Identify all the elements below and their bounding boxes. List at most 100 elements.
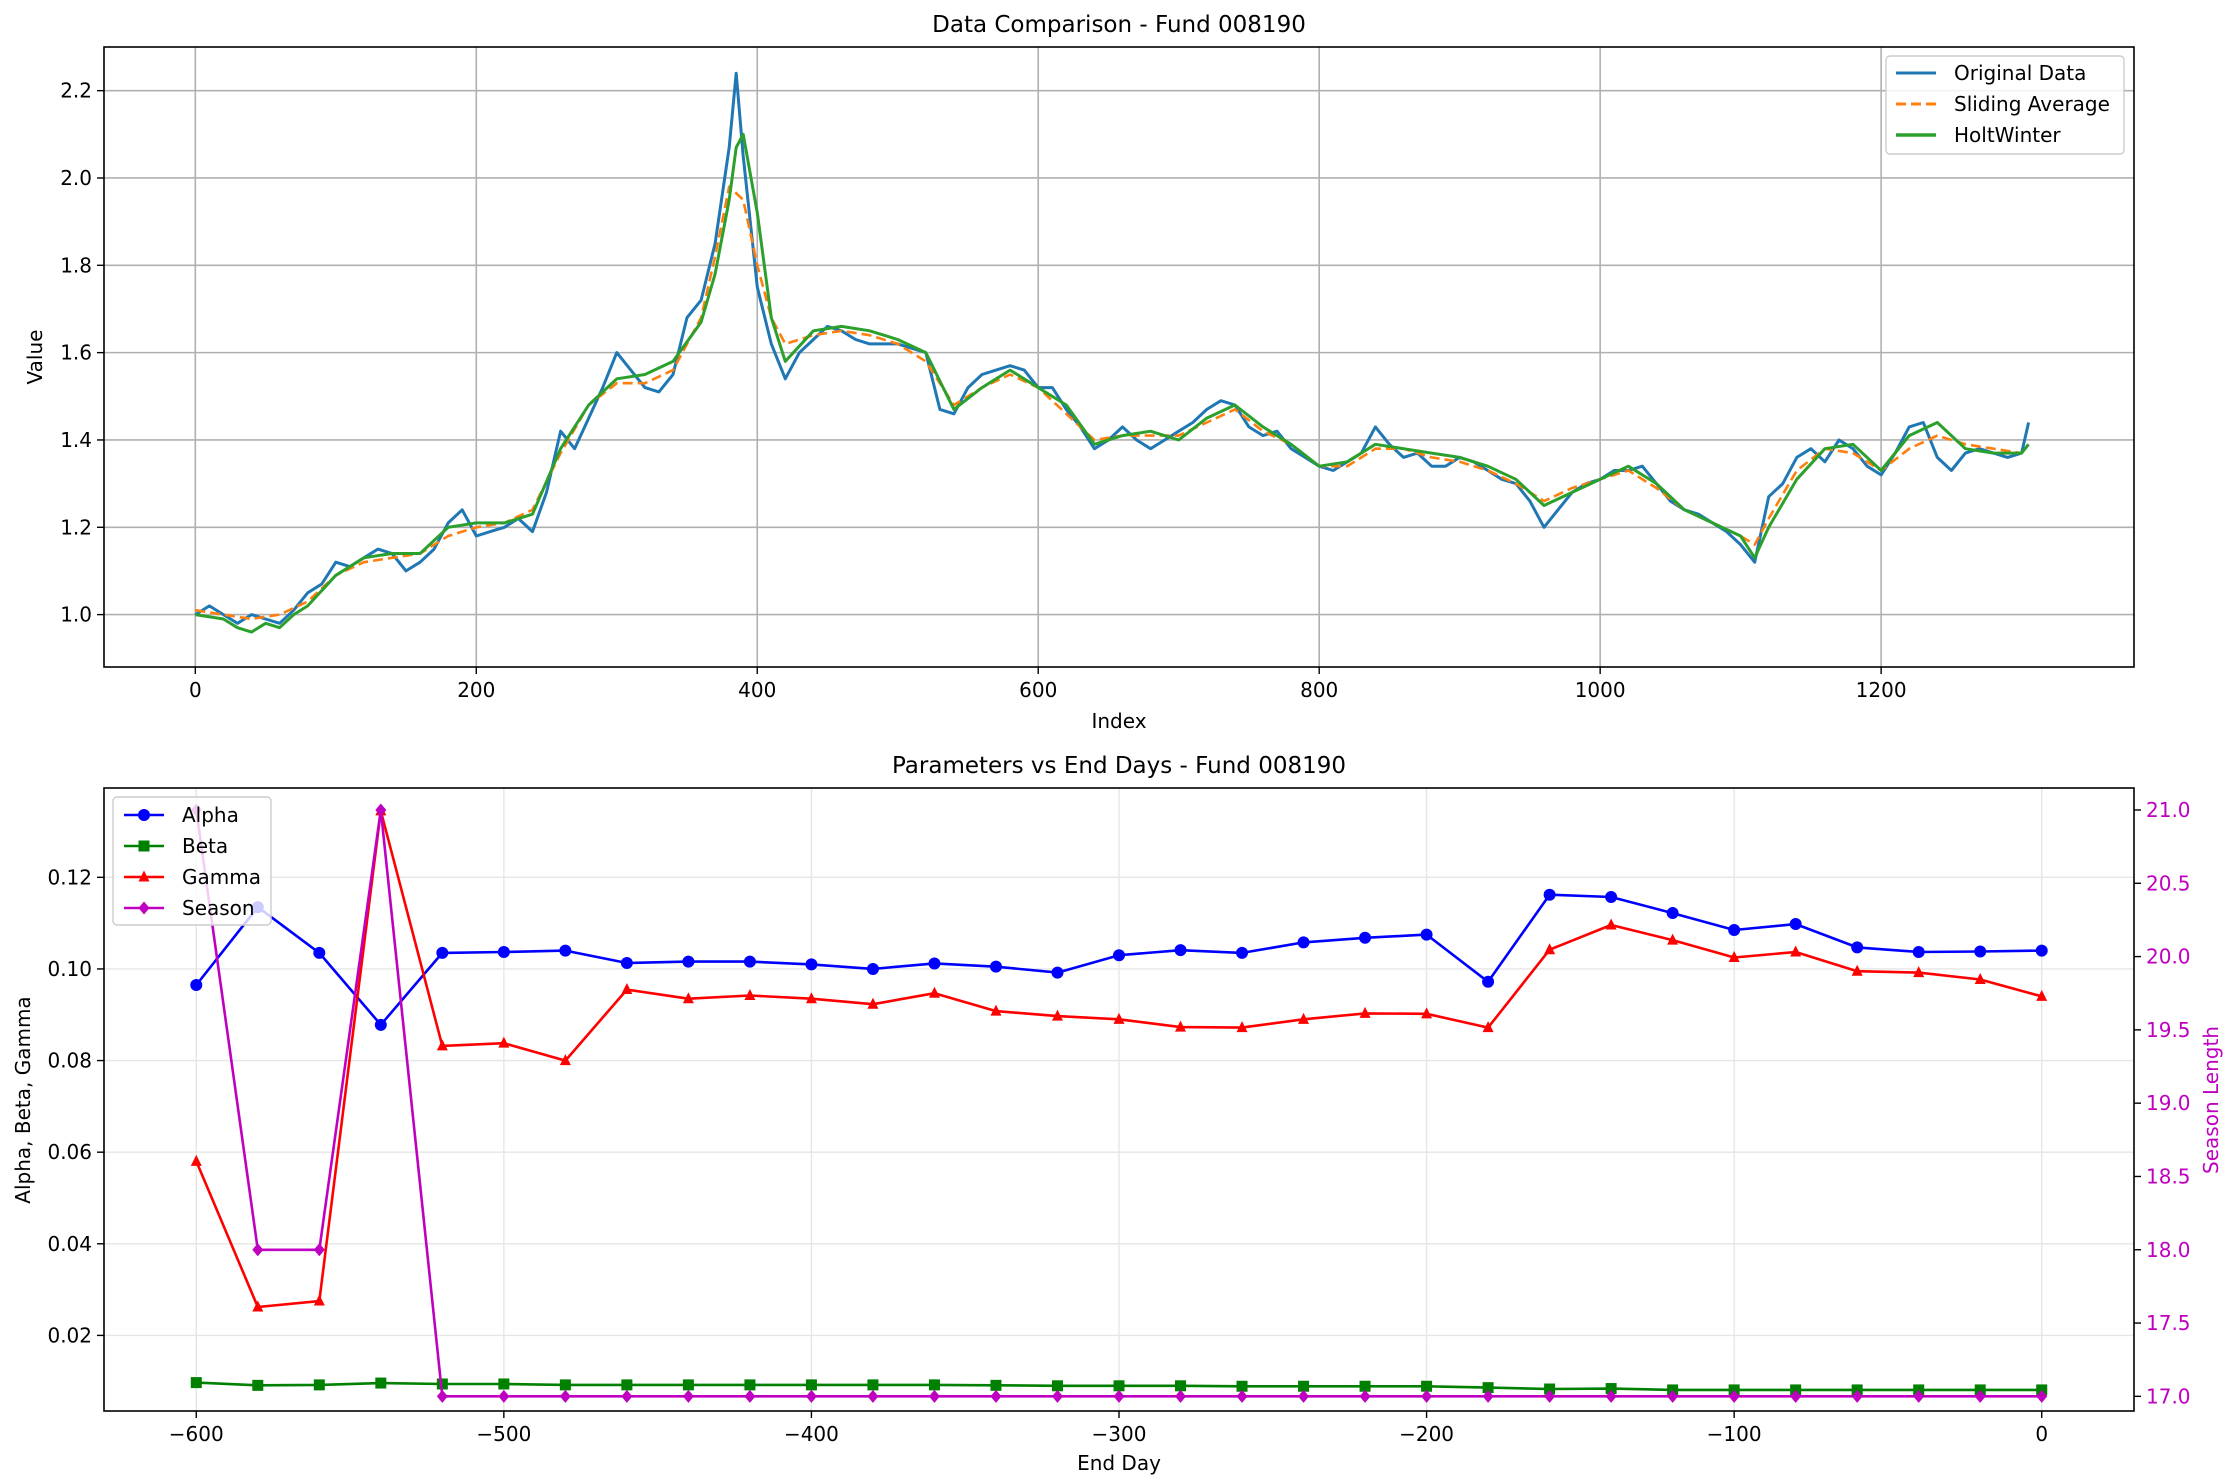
bottom-y2-tick-label: 21.0 — [2146, 798, 2191, 822]
series-point-alpha — [1113, 949, 1125, 962]
bottom-y-tick-label: 0.08 — [47, 1049, 92, 1073]
series-point-alpha — [1789, 918, 1802, 931]
bottom-x-tick-label: −400 — [784, 1422, 839, 1446]
series-point-gamma — [744, 989, 756, 1001]
bottom-y2-tick-label: 19.0 — [2146, 1091, 2191, 1115]
series-point-season — [1667, 1389, 1679, 1403]
top-legend-box — [1885, 55, 2125, 155]
series-point-beta — [928, 1379, 940, 1391]
bottom-y2-tick-label: 19.5 — [2146, 1018, 2191, 1042]
series-point-season — [1790, 1389, 1802, 1403]
top-y-tick-label: 1.8 — [60, 253, 92, 277]
top-x-axis: 0 200 400 600 800 1000 1200 — [189, 667, 1907, 702]
series-point-gamma — [1236, 1021, 1248, 1033]
series-point-season — [1728, 1389, 1740, 1403]
series-point-beta — [682, 1379, 694, 1391]
series-point-gamma — [1421, 1007, 1433, 1019]
series-point-gamma — [252, 1300, 264, 1312]
series-point-gamma — [867, 997, 879, 1009]
legend-label-sliding-average: Sliding Average — [1954, 92, 2110, 116]
series-point-gamma — [1298, 1012, 1310, 1024]
series-point-gamma — [1974, 972, 1986, 984]
series-point-beta — [313, 1379, 325, 1391]
series-point-alpha — [928, 957, 941, 970]
top-x-tick-label: 1000 — [1575, 678, 1626, 702]
series-point-season — [1544, 1389, 1556, 1403]
top-x-tick-label: 800 — [1300, 678, 1338, 702]
series-point-alpha — [743, 955, 756, 968]
bottom-y-tick-label: 0.10 — [47, 957, 92, 981]
series-point-season — [805, 1389, 817, 1403]
series-point-season — [1421, 1389, 1433, 1403]
series-point-gamma — [1482, 1021, 1494, 1033]
series-point-alpha — [1174, 944, 1187, 957]
bottom-y-tick-label: 0.02 — [47, 1323, 92, 1347]
series-point-gamma — [1359, 1006, 1371, 1018]
bottom-x-tick-label: −600 — [169, 1422, 224, 1446]
series-point-gamma — [1051, 1009, 1063, 1021]
series-point-gamma — [621, 983, 633, 995]
series-point-beta — [744, 1379, 756, 1391]
series-point-beta — [867, 1379, 879, 1391]
bottom-y2-tick-label: 20.5 — [2146, 871, 2191, 895]
series-point-gamma — [1175, 1020, 1187, 1032]
series-point-beta — [805, 1379, 817, 1391]
series-point-alpha — [1359, 931, 1372, 944]
series-point-season — [682, 1389, 694, 1403]
legend-marker-season — [138, 901, 150, 915]
top-chart-title: Data Comparison - Fund 008190 — [932, 12, 1306, 38]
series-point-season — [928, 1389, 940, 1403]
series-point-alpha — [497, 945, 510, 958]
series-point-alpha — [1420, 928, 1433, 941]
legend-marker-alpha — [138, 809, 150, 821]
bottom-x-tick-label: 0 — [2035, 1422, 2048, 1446]
series-point-gamma — [1790, 945, 1802, 957]
top-y-tick-label: 1.4 — [60, 428, 92, 452]
series-point-season — [867, 1389, 879, 1403]
series-point-season — [313, 1243, 325, 1257]
bottom-x-axis: −600 −500 −400 −300 −200 −100 0 — [169, 1411, 2048, 1446]
bottom-y2-axis-label: Season Length — [2199, 1026, 2223, 1174]
series-point-alpha — [436, 946, 449, 959]
series-point-season — [990, 1389, 1002, 1403]
series-point-gamma — [190, 1154, 202, 1166]
series-point-beta — [559, 1379, 571, 1391]
legend-label-beta: Beta — [182, 834, 228, 858]
series-point-alpha — [1605, 891, 1618, 904]
bottom-y2-tick-label: 20.0 — [2146, 945, 2191, 969]
series-point-season — [1605, 1389, 1617, 1403]
series-point-alpha — [866, 962, 879, 975]
series-point-beta — [1051, 1380, 1063, 1392]
bottom-y2-tick-label: 17.0 — [2146, 1384, 2191, 1408]
series-point-gamma — [498, 1036, 510, 1048]
bottom-legend-box — [112, 796, 272, 926]
top-x-tick-label: 0 — [189, 678, 202, 702]
series-point-beta — [1298, 1380, 1310, 1392]
series-point-gamma — [313, 1294, 325, 1306]
series-point-gamma — [682, 992, 694, 1004]
series-point-beta — [1175, 1380, 1187, 1392]
series-point-alpha — [1728, 924, 1741, 937]
series-point-season — [744, 1389, 756, 1403]
series-point-season — [1051, 1389, 1063, 1403]
series-point-alpha — [805, 958, 818, 971]
series-point-alpha — [682, 955, 695, 968]
series-point-beta — [1421, 1380, 1433, 1392]
series-point-beta — [621, 1379, 633, 1391]
series-point-season — [1113, 1389, 1125, 1403]
bottom-y2-tick-label: 17.5 — [2146, 1311, 2191, 1335]
bottom-chart: −600 −500 −400 −300 −200 −100 0 0.020.040.060.… — [11, 753, 2223, 1475]
top-y-axis-label: Value — [23, 330, 47, 385]
series-point-season — [498, 1389, 510, 1403]
series-point-season — [1298, 1389, 1310, 1403]
series-point-alpha — [190, 978, 203, 991]
series-point-alpha — [1297, 936, 1310, 949]
series-point-gamma — [1605, 918, 1617, 930]
series-point-season — [1236, 1389, 1248, 1403]
bottom-y2-tick-label: 18.0 — [2146, 1238, 2191, 1262]
series-point-season — [1175, 1389, 1187, 1403]
bottom-legend: Alpha Beta Gamma Season — [112, 796, 272, 926]
bottom-y-axis-left: 0.02 0.04 0.06 0.08 0.10 0.12 — [47, 865, 104, 1347]
series-point-beta — [1482, 1382, 1494, 1394]
